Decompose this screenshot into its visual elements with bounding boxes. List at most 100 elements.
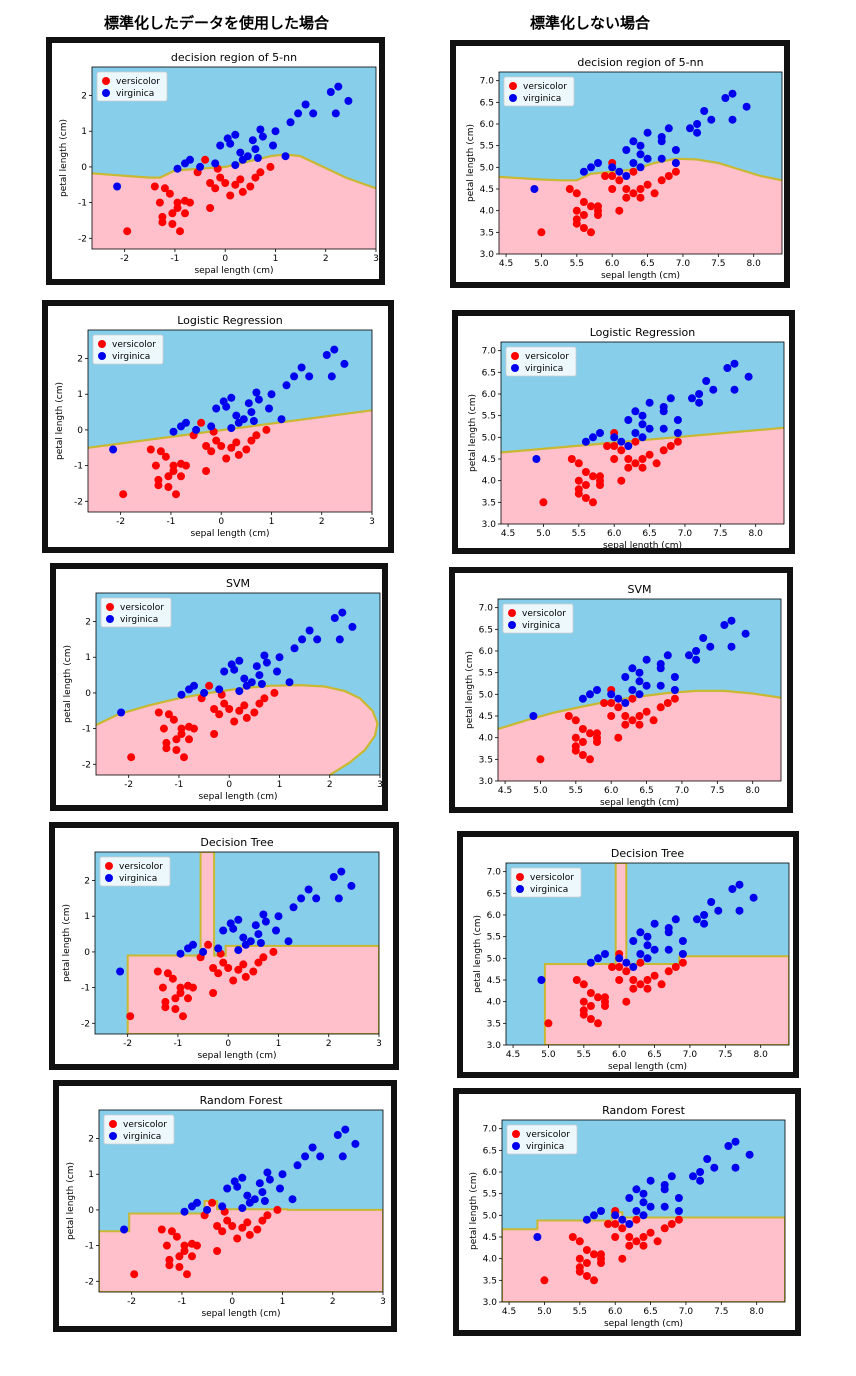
y-tick-label: 6.0 [482, 390, 497, 400]
point-virginica [337, 867, 346, 876]
point-versicolor [123, 227, 132, 236]
legend: versicolor virginica [510, 867, 582, 898]
point-virginica [622, 172, 631, 180]
point-virginica [212, 404, 221, 413]
x-tick-label: 3 [373, 254, 379, 264]
point-virginica [667, 1172, 676, 1181]
point-versicolor [611, 1233, 620, 1241]
point-virginica [632, 1185, 641, 1194]
point-versicolor [594, 993, 602, 1002]
chart-frame: -2 -1 0 1 2 3 -2 -1 0 1 2 Random Forest sepal length… [53, 1080, 397, 1332]
y-tick-label: 2 [88, 1135, 94, 1145]
point-versicolor [238, 187, 247, 196]
point-virginica [645, 424, 654, 433]
x-tick-label: 6.0 [612, 1050, 627, 1060]
point-versicolor [214, 969, 223, 978]
point-virginica [222, 402, 231, 411]
point-virginica [638, 411, 647, 420]
point-virginica [182, 418, 190, 427]
legend: versicolor virginica [506, 1124, 578, 1155]
point-versicolor [579, 980, 588, 989]
chart-title: SVM [226, 577, 250, 590]
point-versicolor [240, 701, 249, 710]
point-virginica [635, 668, 644, 677]
point-virginica [173, 164, 182, 173]
point-virginica [532, 455, 541, 463]
point-versicolor [597, 1259, 605, 1267]
chart-frame: 4.5 5.0 5.5 6.0 6.5 7.0 7.5 8.0 3.0 3.5 4.0 4.5 5.0 5… [450, 40, 790, 288]
point-virginica [169, 427, 178, 436]
header-left: 標準化したデータを使用した場合 [104, 14, 330, 32]
legend: versicolor virginica [99, 856, 171, 887]
point-versicolor [231, 180, 240, 189]
point-versicolor [172, 1232, 181, 1241]
point-virginica [260, 651, 269, 660]
point-virginica [656, 681, 665, 690]
point-versicolor [629, 167, 638, 176]
point-versicolor [154, 708, 163, 717]
plot-border [87, 329, 373, 513]
x-tick-label: 5.0 [534, 259, 549, 269]
chart-svg: 4.5 5.0 5.5 6.0 6.5 7.0 7.5 8.0 3.0 3.5 4.0 4.5 5.0 5… [463, 837, 793, 1072]
y-tick-label: 3.0 [483, 1298, 498, 1308]
point-versicolor [643, 976, 652, 984]
point-virginica [615, 167, 624, 176]
point-virginica [331, 109, 340, 118]
point-virginica [329, 873, 338, 881]
x-tick-label: 2 [327, 780, 333, 790]
point-versicolor [206, 204, 215, 212]
point-virginica [663, 651, 672, 660]
point-versicolor [589, 472, 597, 481]
point-virginica [727, 642, 736, 651]
x-tick-label: 4.5 [498, 786, 512, 796]
legend-label: versicolor [119, 862, 163, 872]
point-versicolor [163, 969, 172, 978]
point-versicolor [639, 1233, 648, 1241]
point-versicolor [168, 220, 177, 228]
point-virginica [286, 118, 295, 127]
point-versicolor [243, 1218, 252, 1227]
point-virginica [700, 107, 709, 115]
point-versicolor [624, 455, 633, 463]
x-tick-label: 5.0 [536, 529, 551, 539]
point-versicolor [667, 1220, 676, 1228]
point-versicolor [154, 481, 163, 490]
x-tick-label: 0 [226, 780, 232, 790]
point-virginica [252, 388, 261, 397]
y-tick-label: 6.0 [480, 120, 495, 130]
point-virginica [276, 1184, 284, 1193]
point-versicolor [227, 443, 236, 452]
point-virginica [219, 926, 228, 935]
point-virginica [301, 1152, 310, 1161]
legend-label: virginica [119, 874, 157, 884]
legend-label: versicolor [530, 873, 574, 883]
point-virginica [621, 699, 630, 707]
point-versicolor [212, 436, 221, 445]
point-versicolor [610, 442, 619, 450]
point-versicolor [586, 729, 594, 738]
plot-area [96, 593, 380, 775]
point-versicolor [574, 476, 583, 485]
point-virginica [334, 894, 343, 903]
point-versicolor [233, 1234, 242, 1243]
point-versicolor [603, 442, 612, 450]
point-virginica [271, 127, 280, 136]
point-virginica [244, 399, 253, 408]
point-virginica [671, 146, 680, 154]
chart-svg: -2 -1 0 1 2 3 -2 -1 0 1 2 Logistic Regression sepal … [48, 306, 388, 547]
y-tick-label: 4.5 [480, 185, 494, 195]
point-versicolor [251, 173, 260, 182]
point-versicolor [172, 746, 181, 754]
point-virginica [255, 1179, 264, 1188]
point-versicolor [211, 184, 220, 193]
point-versicolor [586, 1002, 595, 1010]
x-axis-label: sepal length (cm) [608, 1062, 687, 1072]
point-virginica [316, 1152, 325, 1161]
legend-label: virginica [523, 94, 561, 104]
point-virginica [632, 1207, 641, 1215]
point-versicolor [204, 940, 213, 949]
point-virginica [678, 950, 687, 958]
legend-label: virginica [116, 89, 154, 99]
point-virginica [706, 642, 715, 651]
point-versicolor [604, 1220, 613, 1228]
